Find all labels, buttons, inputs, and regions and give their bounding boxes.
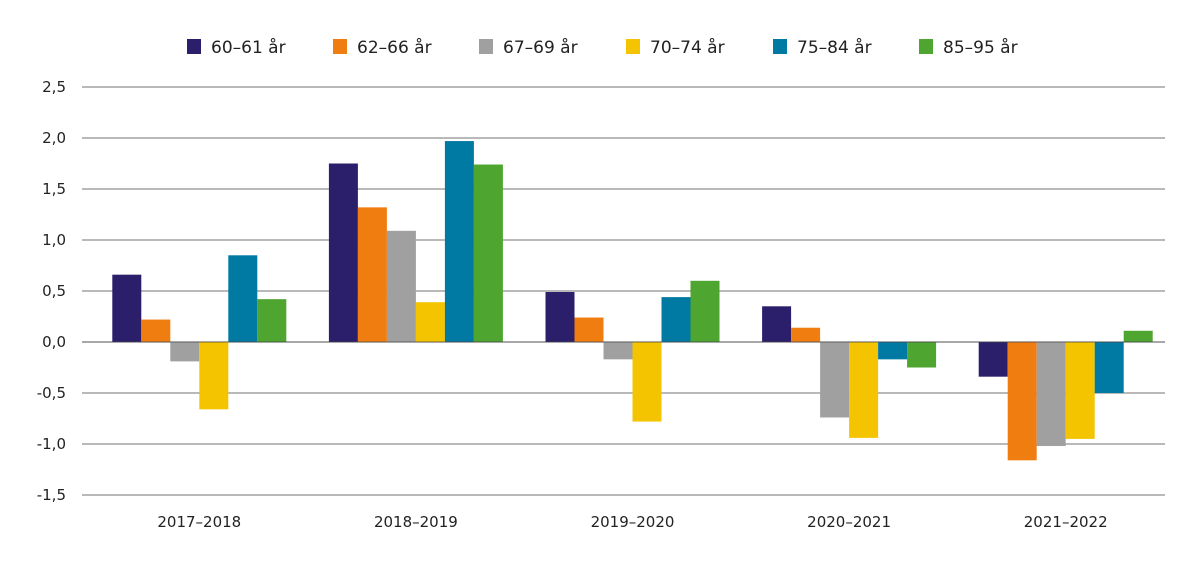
legend-swatch	[626, 39, 640, 54]
x-tick-label: 2021–2022	[1024, 513, 1108, 531]
bar	[1036, 342, 1066, 447]
bar	[820, 342, 850, 418]
bar	[141, 319, 171, 342]
bar	[415, 302, 445, 342]
bar	[574, 317, 604, 342]
x-tick-label: 2019–2020	[591, 513, 675, 531]
bar	[228, 255, 258, 342]
legend-label: 70–74 år	[650, 37, 725, 58]
bar	[878, 342, 908, 360]
legend-swatch	[333, 39, 347, 54]
bar	[328, 163, 358, 342]
legend-label: 85–95 år	[943, 37, 1018, 58]
bar	[907, 342, 937, 368]
bar	[1094, 342, 1124, 393]
bar	[357, 207, 387, 342]
bar	[791, 327, 821, 342]
y-tick-label: -1,0	[37, 435, 66, 453]
legend-swatch	[187, 39, 201, 54]
legend-swatch	[773, 39, 787, 54]
y-tick-label: 2,5	[42, 78, 66, 96]
bar	[762, 306, 792, 342]
legend-label: 67–69 år	[503, 37, 578, 58]
legend-label: 60–61 år	[211, 37, 286, 58]
bar	[473, 164, 503, 342]
legend-label: 75–84 år	[797, 37, 872, 58]
bar	[1065, 342, 1095, 439]
legend-swatch	[479, 39, 493, 54]
bar	[444, 141, 474, 342]
y-tick-label: 2,0	[42, 129, 66, 147]
bar	[545, 292, 575, 342]
x-tick-label: 2020–2021	[807, 513, 891, 531]
y-tick-label: -1,5	[37, 486, 66, 504]
y-tick-label: -0,5	[37, 384, 66, 402]
bar	[386, 230, 416, 342]
bar	[632, 342, 662, 422]
legend-swatch	[919, 39, 933, 54]
bar	[199, 342, 229, 410]
y-tick-label: 0,5	[42, 282, 66, 300]
x-tick-label: 2017–2018	[157, 513, 241, 531]
bar	[1007, 342, 1037, 461]
bar	[978, 342, 1008, 377]
bar	[112, 274, 142, 342]
y-tick-label: 0,0	[42, 333, 66, 351]
bar	[170, 342, 200, 362]
bar	[690, 280, 720, 342]
bar	[603, 342, 633, 360]
bar	[661, 297, 691, 342]
legend-label: 62–66 år	[357, 37, 432, 58]
bar	[257, 299, 287, 342]
y-tick-label: 1,0	[42, 231, 66, 249]
bar	[1123, 330, 1153, 342]
bar	[849, 342, 879, 438]
y-tick-label: 1,5	[42, 180, 66, 198]
x-tick-label: 2018–2019	[374, 513, 458, 531]
